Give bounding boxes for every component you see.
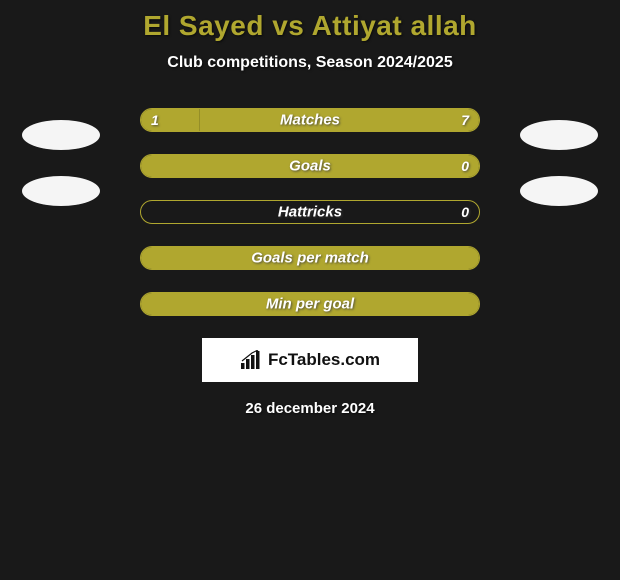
comparison-bars: 1Matches7Goals0Hattricks0Goals per match… (140, 108, 480, 316)
bar-label: Hattricks (141, 204, 479, 221)
avatar-col-right (520, 120, 598, 206)
club-attiyat-avatar (520, 176, 598, 206)
stat-bar-goals-per-match: Goals per match (140, 246, 480, 270)
stat-bar-hattricks: Hattricks0 (140, 200, 480, 224)
bar-label: Goals (141, 158, 479, 175)
bar-value-right: 0 (461, 204, 469, 220)
bar-label: Goals per match (141, 250, 479, 267)
bar-value-right: 0 (461, 158, 469, 174)
avatar-col-left (22, 120, 100, 206)
player-attiyat-avatar (520, 120, 598, 150)
page-title: El Sayed vs Attiyat allah (0, 0, 620, 42)
subtitle: Club competitions, Season 2024/2025 (0, 54, 620, 72)
brand-text: FcTables.com (268, 350, 380, 370)
date-label: 26 december 2024 (0, 400, 620, 417)
club-el-sayed-avatar (22, 176, 100, 206)
brand-box[interactable]: FcTables.com (202, 338, 418, 382)
bar-label: Matches (141, 112, 479, 129)
bar-value-right: 7 (461, 112, 469, 128)
stat-bar-goals: Goals0 (140, 154, 480, 178)
stat-bar-min-per-goal: Min per goal (140, 292, 480, 316)
bar-chart-icon (240, 350, 264, 370)
player-el-sayed-avatar (22, 120, 100, 150)
bar-label: Min per goal (141, 296, 479, 313)
stat-bar-matches: 1Matches7 (140, 108, 480, 132)
